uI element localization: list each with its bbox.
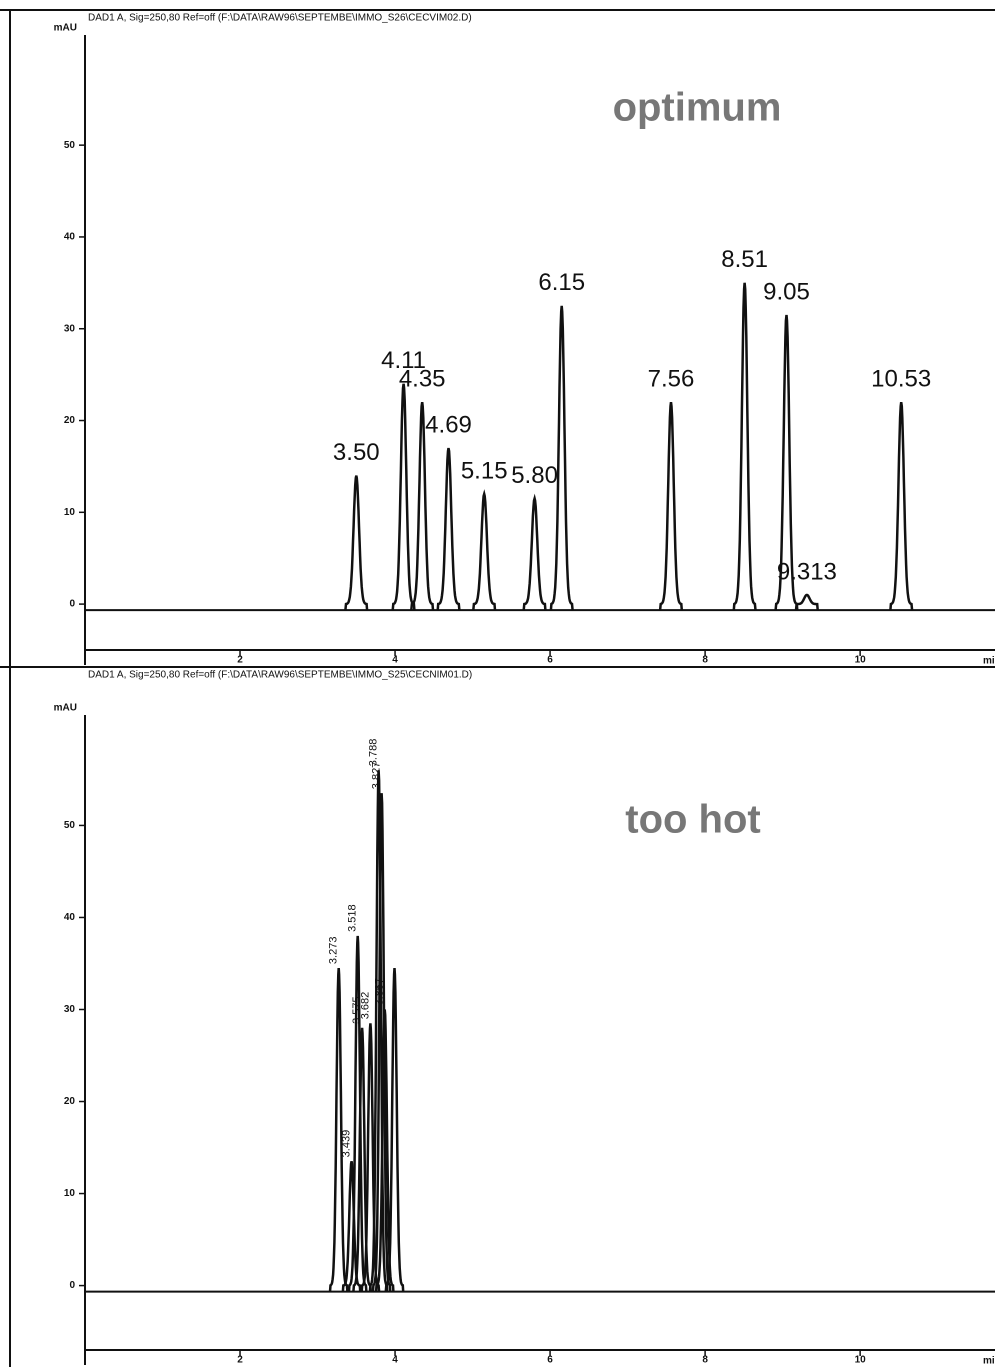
peak-label: 3.682: [359, 992, 371, 1020]
y-tick-label: 30: [64, 1004, 76, 1015]
peak-label: 5.15: [461, 457, 508, 484]
y-axis-label: mAU: [54, 703, 77, 714]
peak-label: 9.313: [777, 558, 837, 585]
peak: [472, 489, 497, 611]
peak: [549, 305, 574, 611]
y-tick-label: 10: [64, 507, 76, 518]
peak: [410, 402, 435, 611]
x-tick-label: 6: [547, 1355, 553, 1366]
peak-label: 3.439: [340, 1130, 352, 1158]
peak-label: 3.788: [368, 739, 380, 767]
peak: [732, 282, 757, 611]
peak-label: 3.575: [351, 996, 363, 1024]
peak: [352, 1027, 373, 1292]
peak: [347, 935, 368, 1292]
y-tick-label: 40: [64, 232, 76, 243]
annotation: optimum: [613, 86, 782, 130]
peak-label: 8.51: [721, 246, 768, 273]
y-tick-label: 0: [69, 599, 75, 610]
peak: [794, 593, 819, 611]
y-tick-label: 40: [64, 912, 76, 923]
x-tick-label: 6: [547, 655, 553, 666]
y-tick-label: 0: [69, 1280, 75, 1291]
peak: [344, 475, 369, 611]
peak-label: 4.35: [399, 366, 446, 393]
peak-label: 6.15: [538, 269, 585, 296]
peak-label: 3.827: [371, 762, 383, 790]
y-tick-label: 20: [64, 1096, 76, 1107]
peak-label: 3.273: [328, 937, 340, 965]
peak-label: 3.518: [347, 904, 359, 932]
y-tick-label: 50: [64, 820, 76, 831]
peak: [774, 314, 799, 611]
x-tick-label: 8: [702, 1355, 708, 1366]
chart-title: DAD1 A, Sig=250,80 Ref=off (F:\DATA\RAW9…: [88, 13, 472, 24]
y-tick-label: 50: [64, 140, 76, 151]
peak: [341, 1161, 362, 1292]
peak: [658, 402, 684, 611]
peak: [391, 383, 416, 611]
peak: [328, 968, 349, 1292]
peak-label: 3.867: [374, 978, 386, 1006]
x-axis-label: min: [983, 656, 995, 667]
x-axis-label: min: [983, 1356, 995, 1367]
y-axis-label: mAU: [54, 23, 77, 34]
x-tick-label: 8: [702, 655, 708, 666]
peak-label: 5.80: [511, 462, 558, 489]
peak-label: 10.53: [871, 366, 931, 393]
y-tick-label: 30: [64, 323, 76, 334]
peak: [368, 770, 389, 1292]
peak: [384, 968, 405, 1292]
peak-label: 9.05: [763, 278, 810, 305]
peak-label: 3.50: [333, 439, 380, 466]
peak: [371, 793, 392, 1292]
x-tick-label: 10: [855, 655, 867, 666]
peak-label: 4.69: [425, 411, 472, 438]
x-tick-label: 2: [237, 1355, 243, 1366]
peak: [889, 402, 914, 611]
x-tick-label: 4: [392, 655, 398, 666]
x-tick-label: 2: [237, 655, 243, 666]
chart-title: DAD1 A, Sig=250,80 Ref=off (F:\DATA\RAW9…: [88, 670, 472, 681]
x-tick-label: 4: [392, 1355, 398, 1366]
peak: [522, 493, 547, 611]
peak: [374, 1009, 395, 1292]
annotation: too hot: [625, 798, 761, 842]
x-tick-label: 10: [855, 1355, 867, 1366]
y-tick-label: 20: [64, 415, 76, 426]
peak-label: 7.56: [648, 366, 695, 393]
y-tick-label: 10: [64, 1188, 76, 1199]
peak: [436, 447, 461, 611]
peak-label: 4.11: [381, 347, 426, 374]
